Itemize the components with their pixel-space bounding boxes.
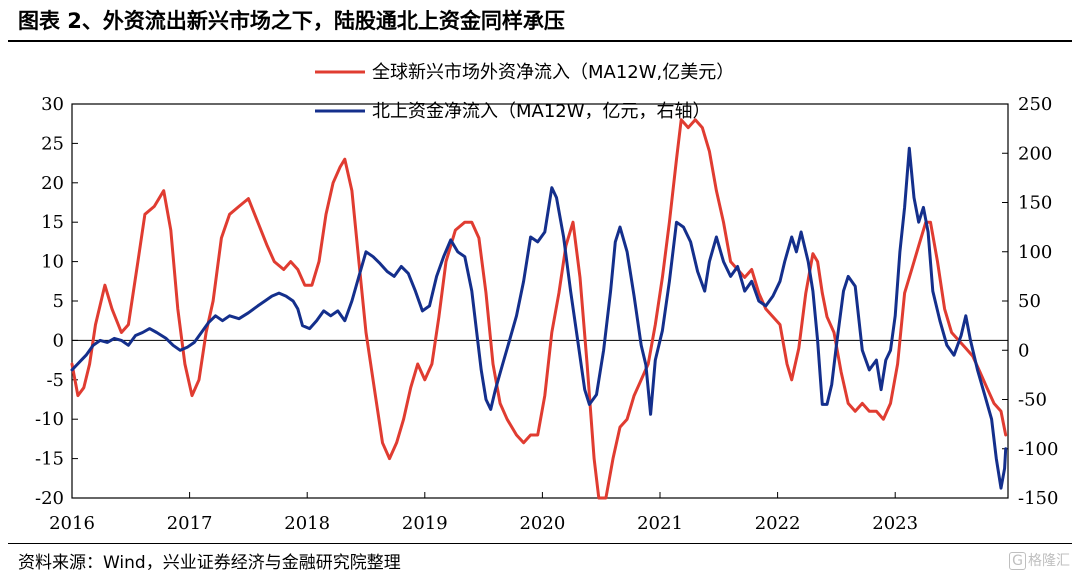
legend-label-1: 北上资金净流入（MA12W，亿元，右轴） <box>372 101 711 122</box>
left-tick-label: 30 <box>41 94 64 115</box>
watermark-logo-icon: G <box>1009 552 1026 570</box>
x-tick-label: 2021 <box>637 513 683 534</box>
right-tick-label: 200 <box>1018 143 1052 164</box>
left-tick-label: 5 <box>53 291 64 312</box>
x-tick-label: 2023 <box>872 513 918 534</box>
right-tick-label: 100 <box>1018 242 1052 263</box>
left-tick-label: 10 <box>41 252 64 273</box>
x-tick-label: 2017 <box>167 513 213 534</box>
right-tick-label: 50 <box>1018 291 1041 312</box>
right-tick-label: -50 <box>1018 390 1047 411</box>
left-tick-label: 20 <box>41 173 64 194</box>
left-tick-label: 15 <box>41 212 64 233</box>
right-tick-label: -150 <box>1018 488 1058 509</box>
figure-title: 图表 2、外资流出新兴市场之下，陆股通北上资金同样承压 <box>18 9 565 33</box>
source-note: 资料来源：Wind，兴业证券经济与金融研究院整理 <box>18 553 401 573</box>
x-tick-label: 2019 <box>402 513 448 534</box>
left-tick-label: -20 <box>35 488 64 509</box>
right-tick-label: 250 <box>1018 94 1052 115</box>
right-tick-label: 0 <box>1018 340 1029 361</box>
title-rule <box>8 40 1072 42</box>
series-layer <box>70 118 1008 500</box>
right-tick-label: 150 <box>1018 193 1052 214</box>
watermark-text: 格隆汇 <box>1028 553 1070 569</box>
left-tick-label: 25 <box>41 133 64 154</box>
left-tick-label: -15 <box>35 449 64 470</box>
x-tick-label: 2022 <box>755 513 801 534</box>
series-line-em-foreign-flow <box>70 118 1008 500</box>
left-tick-label: -5 <box>46 370 64 391</box>
watermark: G 格隆汇 <box>1009 550 1070 570</box>
right-axis-ticks: 250 200 150 100 50 0 -50 -100 -150 <box>1002 94 1058 509</box>
left-tick-label: 0 <box>53 330 64 351</box>
source-rule <box>8 543 1072 544</box>
left-axis-ticks: 30 25 20 15 10 5 0 -5 -10 -15 -20 <box>35 94 78 509</box>
right-tick-label: -100 <box>1018 439 1058 460</box>
series-line-northbound-flow <box>70 146 1008 490</box>
x-tick-label: 2016 <box>49 513 95 534</box>
x-axis-ticks: 2016 2017 2018 2019 2020 2021 2022 2023 <box>49 492 918 534</box>
left-tick-label: -10 <box>35 409 64 430</box>
legend: 全球新兴市场外资净流入（MA12W,亿美元） 北上资金净流入（MA12W，亿元，… <box>315 62 734 122</box>
legend-label-0: 全球新兴市场外资净流入（MA12W,亿美元） <box>372 62 734 83</box>
x-tick-label: 2020 <box>519 513 565 534</box>
x-tick-label: 2018 <box>284 513 330 534</box>
